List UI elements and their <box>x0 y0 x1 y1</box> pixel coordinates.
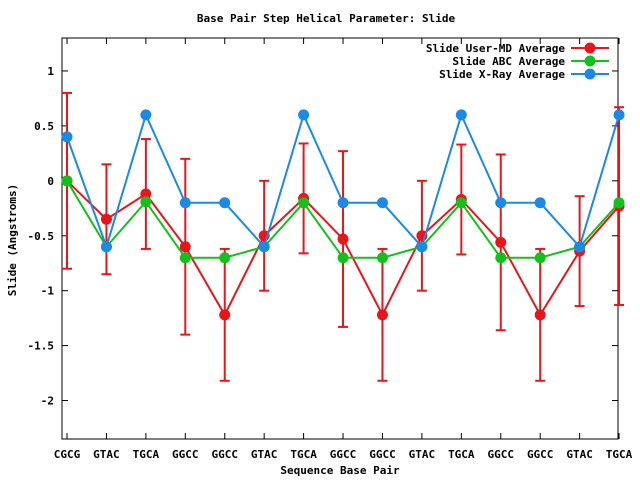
x-tick-label: GTAC <box>409 448 436 461</box>
data-point-series-3 <box>613 109 625 121</box>
data-point-series-1 <box>534 309 546 321</box>
y-axis-label: Slide (Angstroms) <box>6 184 19 297</box>
x-tick-label: TGCA <box>606 448 633 461</box>
data-point-series-3 <box>455 109 467 121</box>
data-point-series-2 <box>455 197 467 209</box>
plot-frame <box>61 37 619 440</box>
axes: 1 0.5 0 -0.5 -1 -1.5 -2 CGCG GTAC TGCA GGCC GGCC GTA… <box>28 38 633 461</box>
legend-marker-2 <box>584 55 596 67</box>
x-tick-label: GGCC <box>330 448 357 461</box>
data-point-series-2 <box>534 252 546 264</box>
data-point-series-2 <box>140 196 152 208</box>
data-point-series-2 <box>376 252 388 264</box>
x-tick-label: TGCA <box>448 448 475 461</box>
legend-marker-3 <box>584 68 596 80</box>
x-tick-label: GTAC <box>251 448 278 461</box>
data-point-series-1 <box>100 213 112 225</box>
data-point-series-1 <box>219 309 231 321</box>
data-point-series-3 <box>140 109 152 121</box>
x-tick-label: GGCC <box>172 448 199 461</box>
x-tick-label: TGCA <box>290 448 317 461</box>
chart-title: Base Pair Step Helical Parameter: Slide <box>197 12 456 25</box>
y-tick-label: 1 <box>47 65 54 78</box>
data-point-series-3 <box>534 197 546 209</box>
data-point-series-3 <box>100 241 112 253</box>
data-point-series-1 <box>376 309 388 321</box>
data-point-series-3 <box>495 197 507 209</box>
x-tick-label: GGCC <box>488 448 515 461</box>
data-point-series-2 <box>495 252 507 264</box>
legend-marker-1 <box>584 42 596 54</box>
x-tick-label: GGCC <box>211 448 238 461</box>
x-tick-label: TGCA <box>133 448 160 461</box>
data-point-series-3 <box>61 131 73 143</box>
data-point-series-3 <box>416 241 428 253</box>
data-point-series-3 <box>376 197 388 209</box>
data-point-series-3 <box>337 197 349 209</box>
data-point-series-2 <box>219 252 231 264</box>
y-tick-label: 0.5 <box>34 120 54 133</box>
legend-label-1: Slide User-MD Average <box>426 42 565 55</box>
data-point-series-2 <box>61 175 73 187</box>
data-point-series-1 <box>179 241 191 253</box>
x-tick-label: GGCC <box>369 448 396 461</box>
data-point-series-3 <box>574 241 586 253</box>
data-point-series-3 <box>258 241 270 253</box>
data-point-series-1 <box>337 233 349 245</box>
y-tick-label: -1 <box>41 285 55 298</box>
x-tick-label: GTAC <box>93 448 120 461</box>
data-point-series-2 <box>179 252 191 264</box>
y-tick-label: -1.5 <box>28 340 55 353</box>
x-tick-label: GTAC <box>566 448 593 461</box>
x-tick-label: GGCC <box>527 448 554 461</box>
x-tick-label: CGCG <box>54 448 81 461</box>
data-point-series-3 <box>179 197 191 209</box>
data-point-series-1 <box>495 236 507 248</box>
data-point-series-1 <box>140 188 152 200</box>
data-point-series-2 <box>337 252 349 264</box>
y-tick-label: -2 <box>41 395 54 408</box>
y-tick-label: -0.5 <box>28 230 55 243</box>
data-point-series-2 <box>298 197 310 209</box>
legend-label-2: Slide ABC Average <box>452 55 565 68</box>
series-layer <box>61 91 625 382</box>
y-tick-label: 0 <box>47 175 54 188</box>
legend-label-3: Slide X-Ray Average <box>439 68 565 81</box>
x-axis-label: Sequence Base Pair <box>280 464 400 477</box>
data-point-series-3 <box>219 197 231 209</box>
data-point-series-2 <box>613 197 625 209</box>
data-point-series-3 <box>298 109 310 121</box>
